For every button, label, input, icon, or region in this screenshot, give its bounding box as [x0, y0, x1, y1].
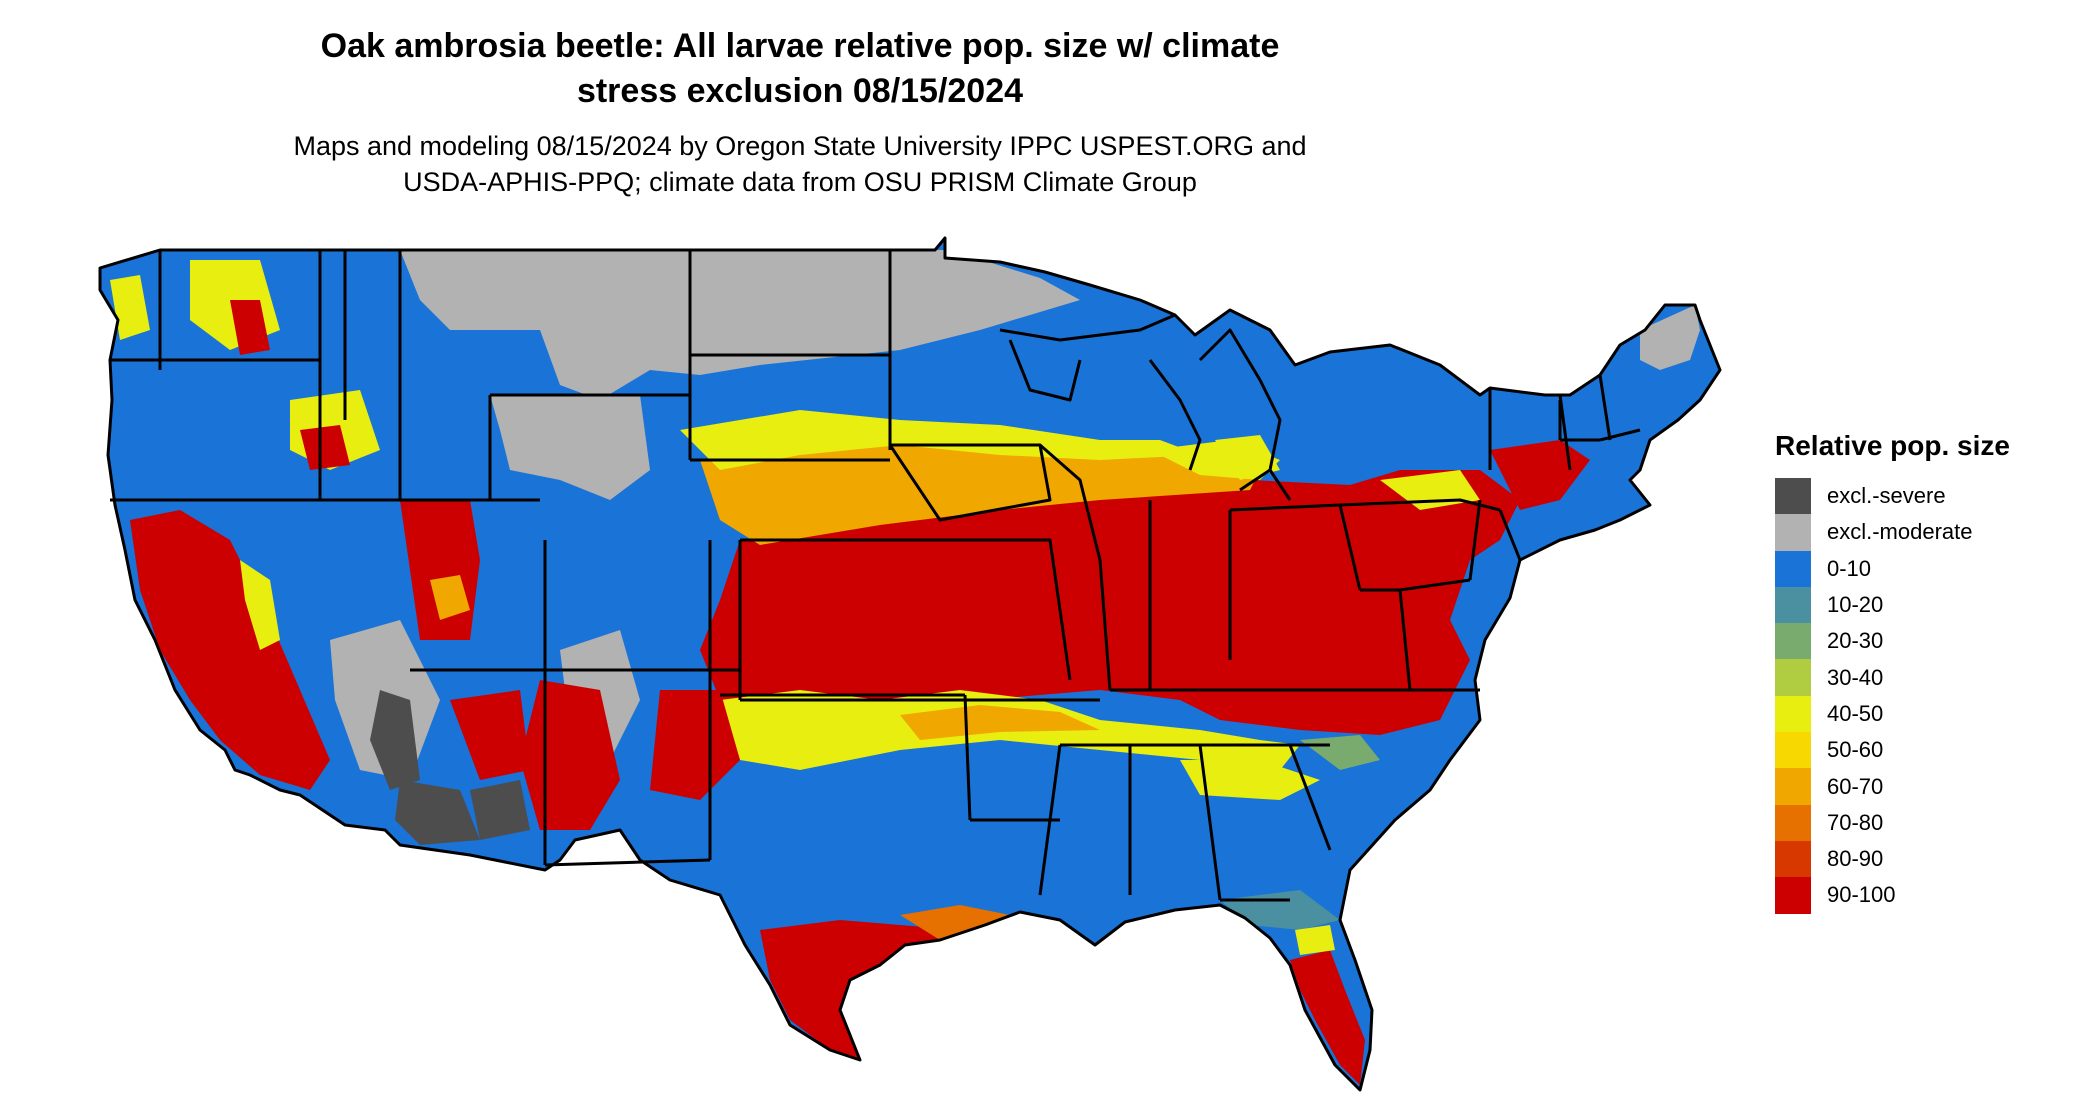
map-fill: [100, 238, 1720, 1090]
legend-label: 20-30: [1827, 628, 1884, 654]
legend-item: 80-90: [1775, 840, 2010, 878]
legend-label: 40-50: [1827, 700, 1884, 726]
legend-swatch: [1775, 768, 1811, 805]
map-subtitle: Maps and modeling 08/15/2024 by Oregon S…: [250, 128, 1350, 200]
map-title: Oak ambrosia beetle: All larvae relative…: [300, 24, 1300, 114]
legend-item: 50-60: [1775, 732, 2010, 769]
legend: Relative pop. size excl.-severe excl.-mod…: [1775, 430, 2010, 914]
legend-swatch: [1775, 550, 1811, 587]
legend-swatch: [1775, 586, 1811, 624]
legend-swatch: [1775, 840, 1811, 878]
legend-item: 20-30: [1775, 623, 2010, 660]
legend-label: 0-10: [1827, 555, 1872, 581]
legend-swatch: [1775, 732, 1811, 769]
legend-swatch: [1775, 804, 1811, 841]
legend-label: 30-40: [1827, 664, 1884, 690]
legend-item: excl.-moderate: [1775, 514, 2010, 551]
legend-item: excl.-severe: [1775, 478, 2010, 515]
legend-item: 30-40: [1775, 659, 2010, 696]
map-subtitle-line-2: USDA-APHIS-PPQ; climate data from OSU PR…: [403, 167, 1197, 197]
legend-item: 10-20: [1775, 586, 2010, 624]
legend-item: 40-50: [1775, 695, 2010, 733]
legend-item: 90-100: [1775, 877, 2010, 914]
map-title-line-1: Oak ambrosia beetle: All larvae relative…: [320, 27, 1280, 65]
legend-swatch: [1775, 478, 1811, 515]
legend-label: excl.-moderate: [1827, 519, 1973, 545]
legend-items: excl.-severe excl.-moderate 0-10 10-20 20-30…: [1775, 478, 2010, 914]
legend-swatch: [1775, 877, 1811, 914]
legend-item: 0-10: [1775, 550, 2010, 587]
legend-label: 60-70: [1827, 773, 1884, 799]
legend-item: 70-80: [1775, 804, 2010, 841]
legend-title: Relative pop. size: [1775, 430, 2010, 461]
map-title-line-2: stress exclusion 08/15/2024: [576, 72, 1024, 110]
state-boundaries: [98, 236, 1722, 1092]
legend-swatch: [1775, 659, 1811, 696]
legend-label: 10-20: [1827, 592, 1884, 618]
legend-swatch: [1775, 514, 1811, 551]
legend-label: excl.-severe: [1827, 483, 1946, 509]
legend-swatch: [1775, 695, 1811, 733]
map-subtitle-line-1: Maps and modeling 08/15/2024 by Oregon S…: [293, 131, 1307, 161]
legend-swatch: [1775, 623, 1811, 660]
legend-label: 90-100: [1827, 882, 1896, 908]
legend-item: 60-70: [1775, 768, 2010, 805]
legend-label: 70-80: [1827, 809, 1884, 835]
legend-label: 50-60: [1827, 737, 1884, 763]
legend-label: 80-90: [1827, 846, 1884, 872]
